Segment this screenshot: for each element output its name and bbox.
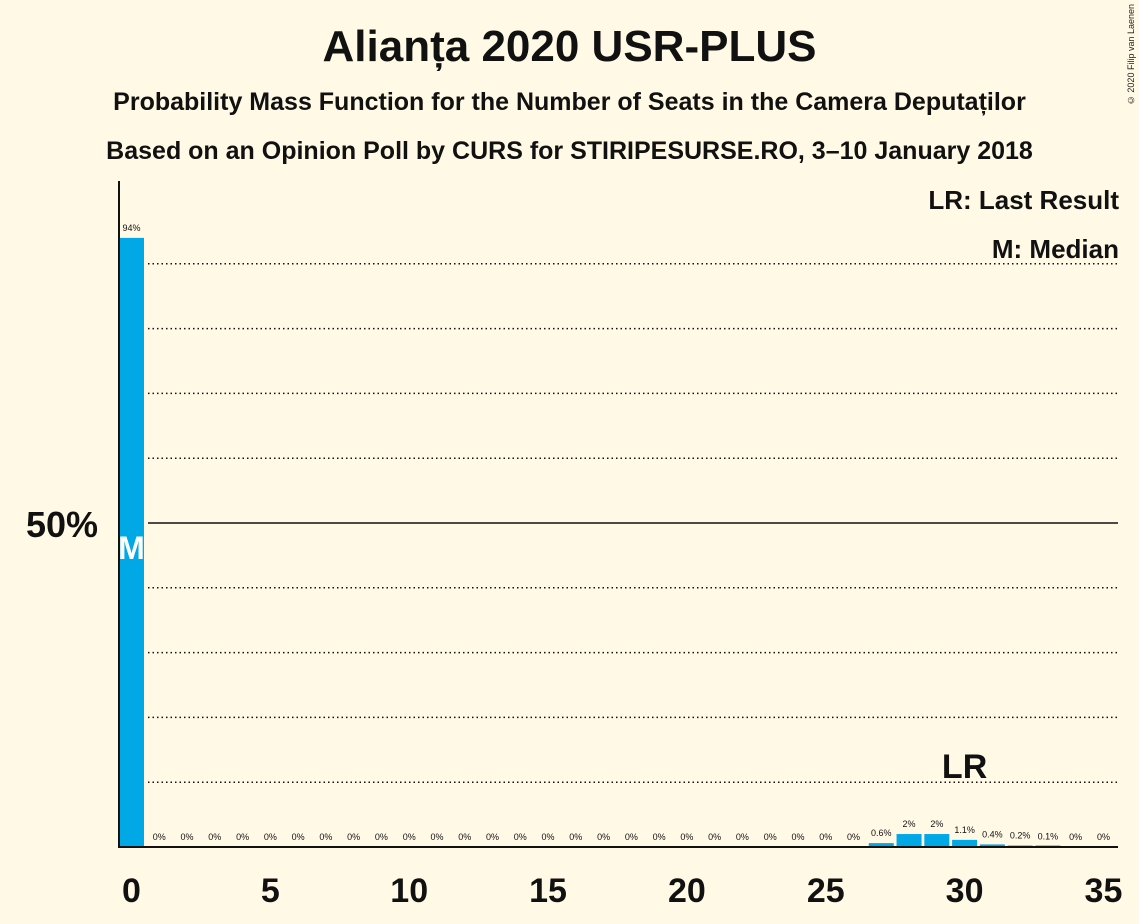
x-tick-label: 0 [122,872,141,910]
bar-value-label: 0% [319,832,332,842]
bar-value-label: 2% [903,819,916,829]
bar-value-label: 0% [1097,832,1110,842]
bar-value-label: 0% [819,832,832,842]
bar-value-label: 0% [208,832,221,842]
bar-value-label: 94% [122,223,140,233]
last-result-marker: LR [942,748,987,786]
chart-source-note: Based on an Opinion Poll by CURS for STI… [106,137,1033,165]
bar-value-label: 0% [653,832,666,842]
bar-value-label: 0% [764,832,777,842]
bar-value-label: 0% [597,832,610,842]
chart-subtitle: Probability Mass Function for the Number… [113,88,1026,116]
bar-value-label: 0% [181,832,194,842]
bar-value-label: 0% [264,832,277,842]
bar-value-label: 0% [791,832,804,842]
bar-value-label: 0% [458,832,471,842]
median-marker: M [118,530,145,566]
bar-value-label: 0% [292,832,305,842]
x-tick-label: 20 [668,872,706,910]
bar [952,839,978,847]
bar-value-label: 1.1% [954,825,975,835]
bar-value-label: 0% [403,832,416,842]
bar-value-label: 0% [542,832,555,842]
bar-value-label: 0% [708,832,721,842]
y-tick-label: 50% [26,504,98,545]
bar-value-label: 0% [625,832,638,842]
bar-value-label: 0% [430,832,443,842]
bar-value-label: 0.2% [1010,831,1031,841]
bar-value-label: 0% [1069,832,1082,842]
x-tick-label: 25 [807,872,845,910]
bar-value-label: 0% [236,832,249,842]
bar-value-label: 2% [930,819,943,829]
x-tick-label: 5 [261,872,280,910]
x-tick-label: 10 [390,872,428,910]
bar-value-label: 0.6% [871,828,892,838]
bar-value-label: 0% [153,832,166,842]
bar-value-label: 0% [514,832,527,842]
bar-value-label: 0% [347,832,360,842]
bar [979,844,1005,847]
bar [868,843,894,847]
bar-value-label: 0% [680,832,693,842]
bar-value-label: 0% [486,832,499,842]
legend-median: M: Median [991,234,1119,264]
bar-value-label: 0% [736,832,749,842]
bar-value-label: 0% [375,832,388,842]
chart-title: Alianța 2020 USR-PLUS [322,22,817,71]
bar [119,237,144,847]
bar-value-label: 0% [569,832,582,842]
bar-value-label: 0.1% [1038,831,1059,841]
bar [896,834,922,847]
bar-value-label: 0.4% [982,829,1003,839]
x-tick-label: 30 [946,872,984,910]
x-tick-label: 15 [529,872,567,910]
bar-value-label: 0% [847,832,860,842]
bar [924,834,950,847]
legend-last-result: LR: Last Result [928,185,1119,215]
x-tick-label: 35 [1085,872,1123,910]
